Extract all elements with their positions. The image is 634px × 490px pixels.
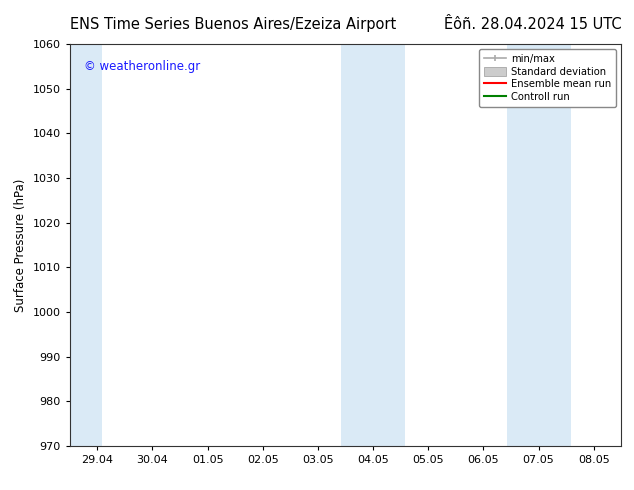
- Bar: [341, 44, 405, 446]
- Legend: min/max, Standard deviation, Ensemble mean run, Controll run: min/max, Standard deviation, Ensemble me…: [479, 49, 616, 107]
- Bar: [507, 44, 571, 446]
- Bar: [70, 44, 101, 446]
- Text: ENS Time Series Buenos Aires/Ezeiza Airport: ENS Time Series Buenos Aires/Ezeiza Airp…: [70, 17, 396, 32]
- Text: © weatheronline.gr: © weatheronline.gr: [84, 60, 200, 73]
- Y-axis label: Surface Pressure (hPa): Surface Pressure (hPa): [14, 178, 27, 312]
- Text: Êôñ. 28.04.2024 15 UTC: Êôñ. 28.04.2024 15 UTC: [444, 17, 621, 32]
